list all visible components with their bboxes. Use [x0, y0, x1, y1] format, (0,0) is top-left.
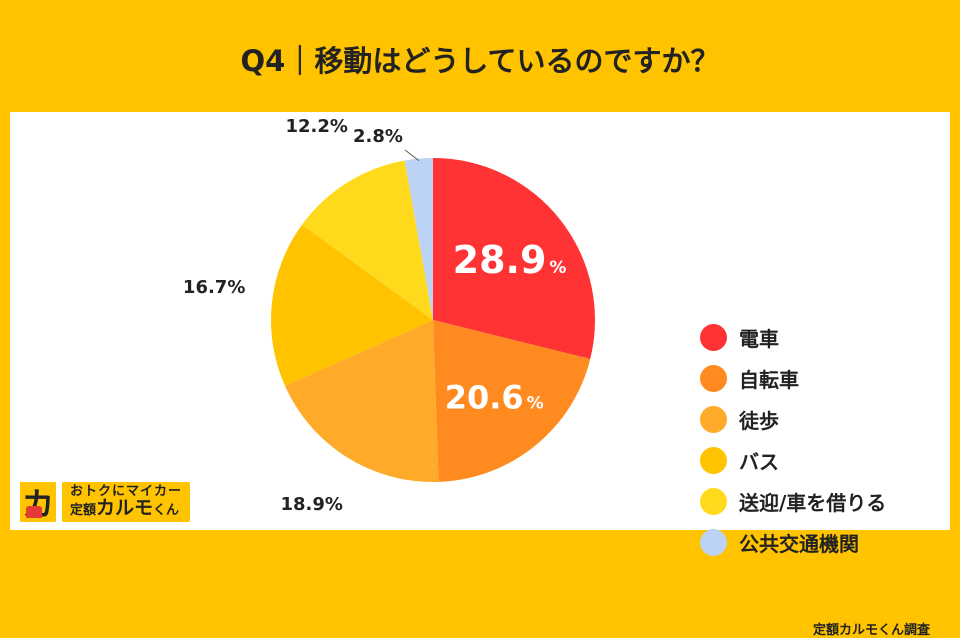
logo-text: おトクにマイカー 定額カルモくん [62, 482, 191, 522]
legend-item: 徒歩 [700, 399, 886, 440]
logo-brand-main: カルモ [96, 496, 154, 519]
legend-item: 自転車 [700, 358, 886, 399]
logo-brand-suffix: くん [153, 502, 180, 518]
legend-swatch [700, 447, 727, 474]
legend-label: 送迎/車を借りる [739, 491, 887, 515]
legend-item: バス [700, 440, 886, 481]
legend-label: 自転車 [739, 368, 799, 392]
legend-item: 電車 [700, 317, 886, 358]
slice-value-label-5: 2.8% [353, 126, 403, 147]
logo-brand-prefix: 定額 [70, 502, 97, 518]
page-title: Q4｜移動はどうしているのですか？ [240, 44, 720, 78]
legend-swatch [700, 488, 727, 515]
slice-value-label-3: 16.7% [183, 277, 245, 298]
legend-label: 電車 [739, 327, 779, 351]
brand-logo: カ おトクにマイカー 定額カルモくん [18, 480, 191, 524]
pie-slice-5 [404, 158, 433, 320]
survey-credit: 定額カルモくん調査 [812, 623, 930, 638]
slice-value-label-1: 20.6% [445, 379, 544, 417]
slice-value-label-0: 28.9% [453, 238, 567, 282]
legend-label: バス [739, 450, 779, 474]
legend-swatch [700, 406, 727, 433]
logo-mark-icon: カ [18, 480, 58, 524]
logo-mark-text: カ [21, 485, 54, 523]
pie-slice-2 [285, 320, 439, 482]
pie-slice-4 [302, 160, 433, 320]
legend-swatch [700, 324, 727, 351]
pie-slice-0 [433, 158, 596, 360]
pie-slice-1 [433, 320, 591, 482]
legend-item: 公共交通機関 [700, 522, 886, 563]
leader-line [404, 149, 420, 162]
slice-value-label-2: 18.9% [280, 494, 342, 515]
pie-chart: 28.9 % 20.6 % 18.9% 16.7% 12.2% 2.8% [183, 116, 596, 515]
legend-label: 徒歩 [739, 409, 779, 433]
chart-legend: 電車自転車徒歩バス送迎/車を借りる 公共交通機関 [700, 317, 886, 563]
pie-slice-3 [271, 224, 433, 386]
logo-brand-name: 定額カルモくん [70, 496, 182, 519]
logo-tagline: おトクにマイカー [70, 484, 183, 500]
legend-item: 送迎/車を借りる [700, 481, 886, 522]
chart-panel: 28.9% 20.6% 18.9% 16.7% 12.2% 2.8% 電車自転車徒歩バス送… [10, 112, 950, 638]
logo-car-icon [26, 506, 42, 518]
slice-value-label-4: 12.2% [285, 116, 347, 137]
legend-swatch [700, 529, 727, 556]
legend-swatch [700, 365, 727, 392]
legend-label: 公共交通機関 [739, 532, 859, 556]
